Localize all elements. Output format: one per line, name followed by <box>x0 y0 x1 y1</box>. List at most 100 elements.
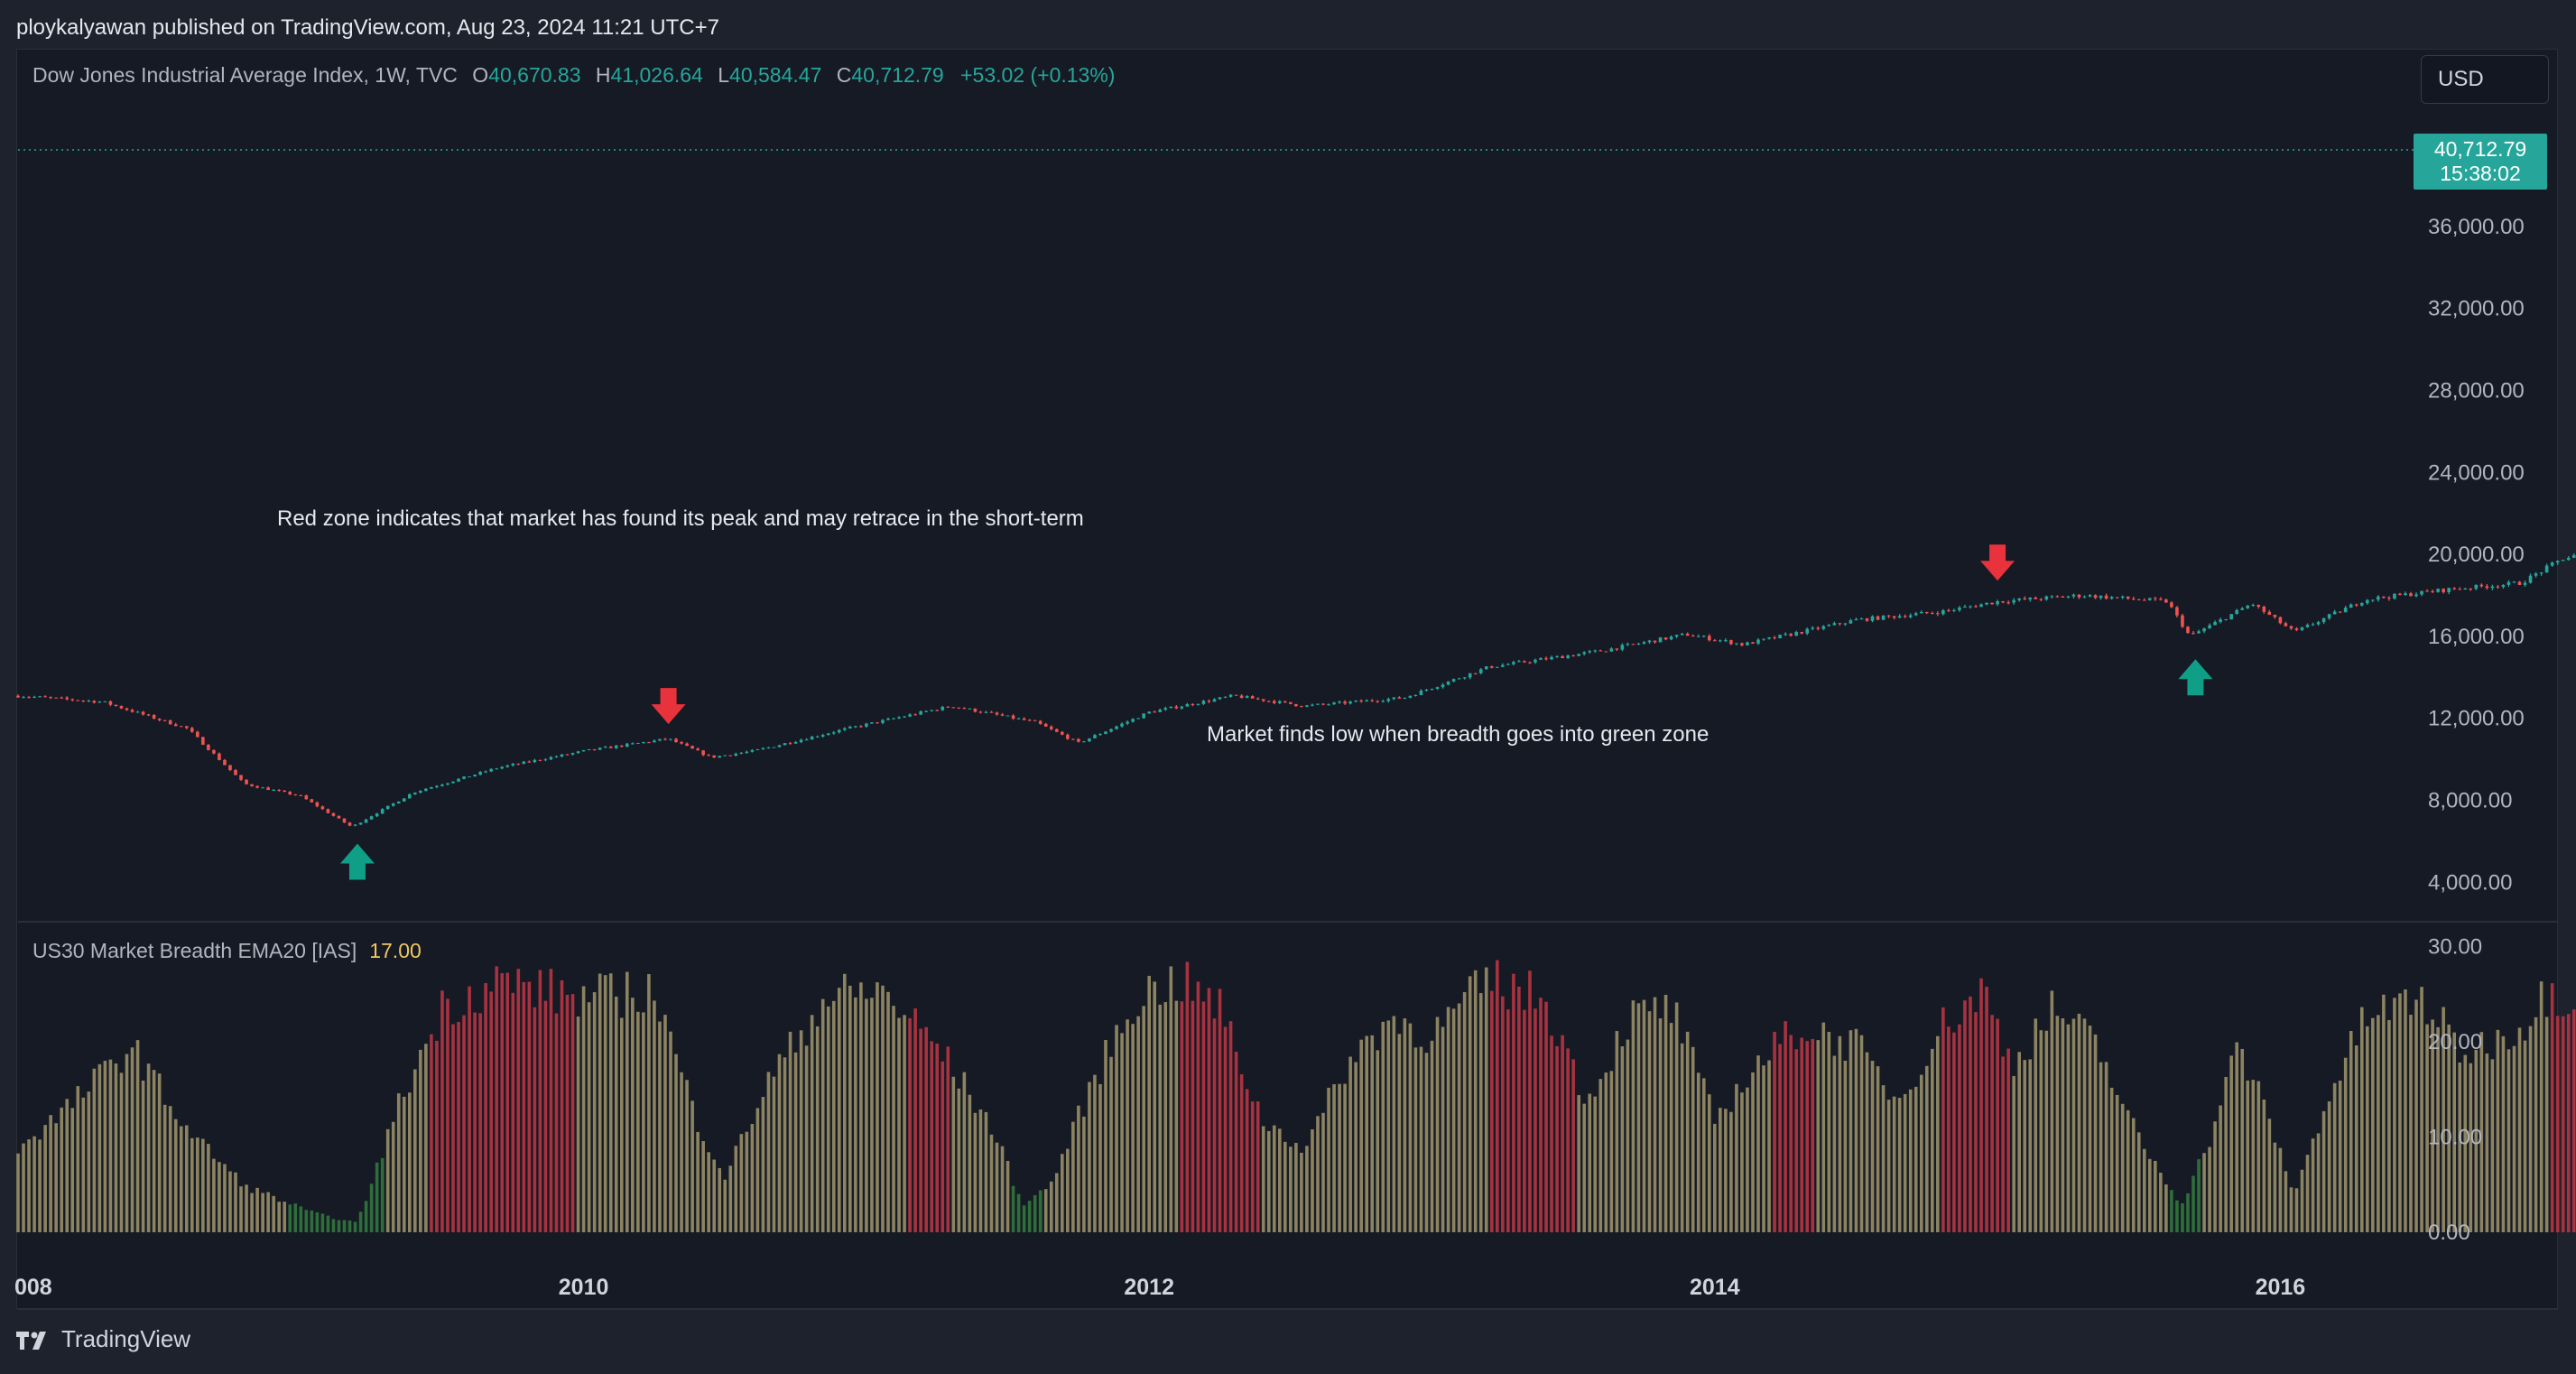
candle-body <box>114 704 118 707</box>
breadth-bar <box>2213 1121 2217 1232</box>
candle-body <box>2354 604 2358 606</box>
breadth-bar <box>1239 1073 1244 1232</box>
breadth-bar <box>989 1134 994 1232</box>
breadth-bar <box>1827 1031 1831 1232</box>
candle-body <box>1250 696 1255 699</box>
candle-body <box>2246 605 2250 608</box>
breadth-bar <box>245 1184 248 1232</box>
time-tick-label: 2012 <box>1124 1275 1174 1300</box>
candle-body <box>1903 616 1907 617</box>
breadth-bar <box>2349 1030 2353 1232</box>
candle-body <box>1038 720 1042 724</box>
candle-body <box>2566 557 2571 561</box>
breadth-bar <box>815 1026 820 1232</box>
breadth-bar <box>1696 1072 1700 1232</box>
breadth-bar <box>223 1164 227 1232</box>
breadth-bar <box>1876 1066 1880 1232</box>
price-axis[interactable]: 36,000.00 32,000.00 28,000.00 24,000.00 20,0… <box>2428 215 2525 895</box>
breadth-bar <box>1496 960 1499 1232</box>
breadth-bar <box>1593 1096 1598 1232</box>
breadth-bar <box>337 1220 341 1232</box>
breadth-bar <box>712 1159 716 1232</box>
candle-body <box>1854 618 1858 621</box>
breadth-bar <box>1550 1035 1553 1232</box>
candle-body <box>2093 595 2098 599</box>
breadth-bar <box>288 1204 292 1232</box>
candle-body <box>413 792 417 794</box>
breadth-bar <box>603 975 607 1232</box>
candle-body <box>1713 640 1717 642</box>
candle-body <box>2099 595 2103 599</box>
breadth-bar <box>1936 1035 1940 1232</box>
candle-body <box>1555 655 1559 657</box>
breadth-bar <box>2240 1048 2245 1232</box>
candle-body <box>2436 589 2440 592</box>
breadth-bar <box>1250 1101 1255 1232</box>
breadth-bar <box>2170 1190 2173 1232</box>
breadth-bar <box>750 1124 755 1232</box>
footer-brand[interactable]: TradingView <box>16 1325 190 1353</box>
breadth-bar <box>1870 1061 1875 1232</box>
candle-body <box>218 753 221 760</box>
breadth-bar <box>2338 1081 2342 1232</box>
candle-body <box>1071 738 1075 740</box>
breadth-bar <box>837 988 841 1232</box>
candle-body <box>1082 741 1086 743</box>
breadth-bar <box>1435 1017 1440 1232</box>
breadth-bar <box>1865 1052 1869 1232</box>
candle-body <box>1773 637 1776 639</box>
breadth-bar <box>810 1015 814 1232</box>
breadth-bar <box>462 1015 466 1232</box>
candle-body <box>1158 710 1163 712</box>
candle-body <box>1577 654 1580 656</box>
candle-body <box>1397 697 1402 699</box>
candle-body <box>184 726 189 729</box>
candle-body <box>2012 599 2015 603</box>
breadth-bar <box>1941 1007 1945 1232</box>
breadth-bar <box>1462 992 1467 1232</box>
breadth-bar <box>2561 1016 2565 1232</box>
currency-button[interactable]: USD <box>2421 55 2549 104</box>
breadth-bar <box>1719 1108 1722 1232</box>
breadth-bar <box>70 1108 75 1232</box>
breadth-bar <box>549 969 553 1232</box>
candle-body <box>1832 623 1837 626</box>
candle-body <box>2321 617 2326 623</box>
time-axis[interactable]: 00820102012201420162018202020222024 <box>14 1275 2576 1300</box>
candle-body <box>1924 611 1929 614</box>
breadth-bar <box>76 1086 80 1232</box>
candle-body <box>1870 616 1875 621</box>
breadth-bar <box>777 1054 782 1232</box>
candle-body <box>103 701 107 702</box>
breadth-bar <box>1266 1130 1271 1232</box>
breadth-bar <box>173 1119 178 1232</box>
candle-body <box>1153 711 1157 713</box>
breadth-bar <box>2366 1026 2369 1232</box>
candle-body <box>16 695 20 698</box>
breadth-bar <box>489 991 493 1232</box>
candle-body <box>973 708 978 712</box>
candle-body <box>135 711 140 713</box>
chart-frame[interactable] <box>16 49 2558 1309</box>
candle-body <box>1512 662 1515 664</box>
symbol-legend[interactable]: Dow Jones Industrial Average Index, 1W, … <box>32 63 1115 88</box>
candle-body <box>1174 706 1179 709</box>
breadth-bar <box>146 1063 151 1232</box>
indicator-legend[interactable]: US30 Market Breadth EMA20 [IAS] 17.00 <box>32 939 422 963</box>
candle-body <box>619 745 624 747</box>
candle-body <box>261 787 264 789</box>
price-tick-label: 20,000.00 <box>2428 543 2525 567</box>
breadth-bar <box>2256 1081 2261 1232</box>
candle-body <box>2142 599 2146 601</box>
breadth-bar <box>718 1167 722 1232</box>
candle-body <box>277 789 281 791</box>
breadth-bar <box>1049 1181 1053 1232</box>
breadth-bar <box>1098 1083 1102 1232</box>
low-label: L <box>718 63 730 87</box>
candle-body <box>2414 594 2418 597</box>
indicator-axis[interactable]: 30.00 20.00 10.00 0.00 <box>2428 935 2482 1246</box>
candle-body <box>2420 590 2423 595</box>
breadth-bar <box>1588 1093 1592 1232</box>
candle-body <box>1408 695 1413 698</box>
